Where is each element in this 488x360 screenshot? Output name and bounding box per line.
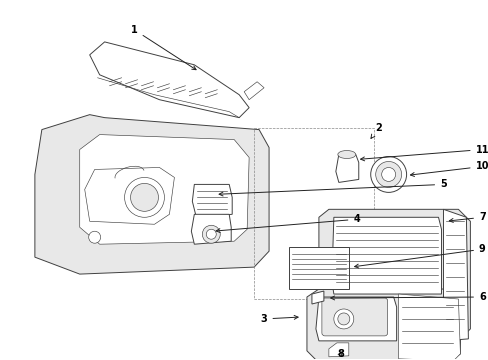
Polygon shape xyxy=(80,135,248,244)
Polygon shape xyxy=(89,42,248,118)
Text: 3: 3 xyxy=(260,314,298,324)
Polygon shape xyxy=(311,291,323,304)
Polygon shape xyxy=(335,154,358,183)
Text: 8: 8 xyxy=(337,349,344,359)
Text: 2: 2 xyxy=(370,123,381,138)
Polygon shape xyxy=(306,289,460,360)
Circle shape xyxy=(206,229,216,239)
Polygon shape xyxy=(35,114,268,274)
Circle shape xyxy=(375,162,401,188)
Text: 10: 10 xyxy=(409,162,488,176)
Polygon shape xyxy=(398,294,460,360)
Circle shape xyxy=(88,231,101,243)
Text: 11: 11 xyxy=(360,144,488,161)
Circle shape xyxy=(130,183,158,211)
Text: 1: 1 xyxy=(131,25,196,70)
Polygon shape xyxy=(288,247,348,289)
Circle shape xyxy=(370,157,406,192)
Text: 4: 4 xyxy=(216,214,359,233)
Polygon shape xyxy=(191,214,231,244)
Text: 6: 6 xyxy=(330,292,485,302)
Circle shape xyxy=(124,177,164,217)
Polygon shape xyxy=(443,209,468,341)
Circle shape xyxy=(337,313,349,325)
Polygon shape xyxy=(328,343,348,357)
Text: 9: 9 xyxy=(354,244,485,268)
Ellipse shape xyxy=(337,150,355,158)
FancyBboxPatch shape xyxy=(321,298,387,336)
Polygon shape xyxy=(192,184,232,217)
Polygon shape xyxy=(318,209,469,341)
Polygon shape xyxy=(84,167,174,224)
Polygon shape xyxy=(331,217,441,294)
Circle shape xyxy=(333,309,353,329)
Circle shape xyxy=(381,167,395,181)
Text: 5: 5 xyxy=(219,179,446,196)
Polygon shape xyxy=(244,82,264,100)
Text: 7: 7 xyxy=(448,212,485,222)
Polygon shape xyxy=(315,297,396,341)
Circle shape xyxy=(202,225,220,243)
